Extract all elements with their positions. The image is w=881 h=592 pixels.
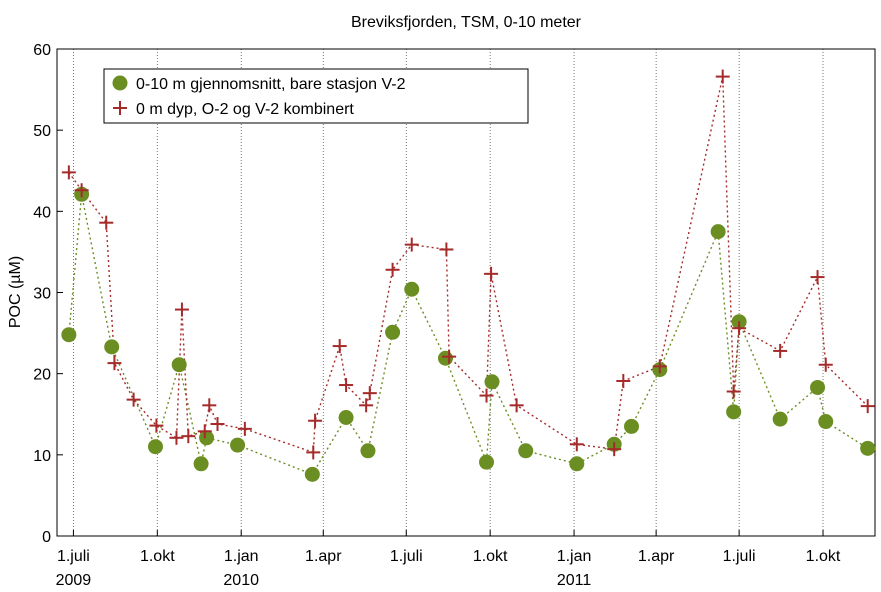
data-point — [169, 430, 184, 445]
data-point — [439, 242, 454, 257]
series-2-markers — [61, 69, 875, 460]
data-point — [652, 359, 667, 374]
data-point — [193, 456, 209, 472]
x-axis: 1.juli 2009 1.okt 1.jan 2010 1.apr 1.juli 1.okt… — [56, 530, 841, 589]
data-point — [860, 399, 875, 414]
data-point — [616, 373, 631, 388]
data-point — [99, 215, 114, 230]
y-tick-label: 0 — [42, 529, 51, 546]
series-1 — [68, 194, 869, 476]
data-point — [61, 165, 76, 180]
x-tick-label: 1.jan — [224, 548, 259, 565]
data-point — [237, 421, 252, 436]
data-point — [569, 437, 584, 452]
x-tick-label: 1.okt — [473, 548, 508, 565]
data-point — [74, 183, 89, 198]
series-2 — [68, 76, 869, 454]
legend-marker-plus — [113, 101, 127, 115]
y-tick-label: 60 — [33, 42, 51, 59]
data-point — [359, 398, 374, 413]
data-point — [624, 418, 640, 434]
x-tick-label: 1.okt — [806, 548, 841, 565]
data-point — [385, 324, 401, 340]
x-tick-label: 1.juli — [723, 548, 756, 565]
data-point — [810, 270, 825, 285]
data-point — [484, 266, 499, 281]
data-point — [818, 414, 834, 430]
series-line — [68, 194, 869, 476]
y-tick-label: 40 — [33, 204, 51, 221]
y-axis: 0 10 20 30 40 50 60 — [33, 42, 63, 546]
x-tick-label: 1.juli — [57, 548, 90, 565]
data-point — [104, 339, 120, 355]
legend-box — [103, 68, 529, 124]
data-point — [339, 378, 354, 393]
data-point — [479, 454, 495, 470]
x-tick-label: 1.apr — [638, 548, 675, 565]
data-point — [174, 302, 189, 317]
data-point — [479, 388, 494, 403]
data-point — [306, 445, 321, 460]
data-point — [818, 357, 833, 372]
data-point — [607, 442, 622, 457]
data-point — [772, 411, 788, 427]
data-point — [773, 343, 788, 358]
y-tick-label: 20 — [33, 367, 51, 384]
data-point — [230, 437, 246, 453]
y-tick-label: 10 — [33, 448, 51, 465]
data-point — [726, 404, 742, 420]
data-point — [210, 416, 225, 431]
data-point — [202, 398, 217, 413]
series-1-markers — [61, 186, 876, 482]
legend-marker-circle — [112, 75, 128, 91]
data-point — [710, 224, 726, 240]
x-tick-label: 1.juli — [390, 548, 423, 565]
data-point — [442, 349, 457, 364]
data-point — [126, 392, 141, 407]
data-point — [385, 262, 400, 277]
data-point — [404, 281, 420, 297]
y-tick-label: 50 — [33, 123, 51, 140]
legend: 0-10 m gjennomsnitt, bare stasjon V-2 0 … — [103, 68, 529, 124]
data-point — [715, 69, 730, 84]
data-point — [171, 357, 187, 373]
data-point — [149, 418, 164, 433]
data-point — [332, 339, 347, 354]
data-point — [726, 384, 741, 399]
data-point — [484, 374, 500, 390]
series-layer — [61, 69, 876, 482]
x-tick-year-label: 2009 — [56, 572, 92, 589]
x-tick-year-label: 2010 — [223, 572, 259, 589]
data-point — [61, 327, 77, 343]
y-tick-label: 30 — [33, 286, 51, 303]
data-point — [304, 466, 320, 482]
legend-label-series-2: 0 m dyp, O-2 og V-2 kombinert — [136, 101, 354, 118]
legend-label-series-1: 0-10 m gjennomsnitt, bare stasjon V-2 — [136, 76, 406, 93]
chart-title: Breviksfjorden, TSM, 0-10 meter — [351, 14, 582, 31]
data-point — [509, 398, 524, 413]
data-point — [308, 413, 323, 428]
data-point — [404, 237, 419, 252]
data-point — [860, 440, 876, 456]
x-tick-label: 1.jan — [557, 548, 592, 565]
series-line — [68, 76, 869, 454]
data-point — [360, 443, 376, 459]
data-point — [181, 429, 196, 444]
data-point — [199, 430, 215, 446]
data-point — [437, 350, 453, 366]
data-point — [810, 379, 826, 395]
x-tick-label: 1.apr — [305, 548, 342, 565]
data-point — [362, 386, 377, 401]
data-point — [107, 356, 122, 371]
data-point — [569, 456, 585, 472]
x-tick-year-label: 2011 — [557, 572, 592, 589]
data-point — [147, 439, 163, 455]
data-point — [732, 321, 747, 336]
data-point — [197, 424, 212, 439]
y-axis-label: POC (µM) — [7, 256, 24, 328]
x-tick-label: 1.okt — [140, 548, 175, 565]
data-point — [518, 443, 534, 459]
data-point — [338, 409, 354, 425]
